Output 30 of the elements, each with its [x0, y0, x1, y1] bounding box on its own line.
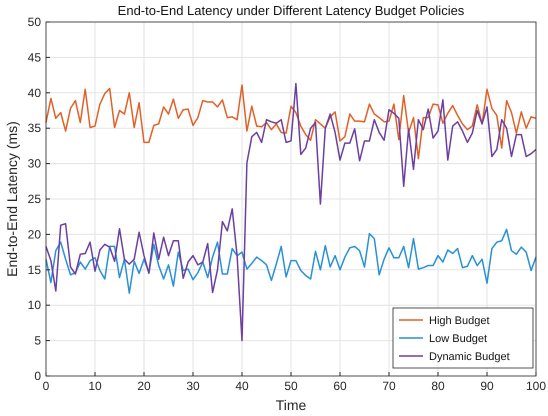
y-tick-label: 45: [28, 50, 42, 64]
y-tick-label: 0: [34, 369, 42, 383]
x-tick-label: 60: [333, 379, 347, 393]
y-tick-label: 10: [28, 298, 42, 312]
x-tick-label: 10: [88, 379, 102, 393]
y-tick-label: 15: [28, 262, 42, 277]
x-tick-label: 80: [431, 379, 445, 393]
legend-label: Dynamic Budget: [429, 351, 510, 363]
x-tick-label: 90: [480, 379, 494, 393]
y-tick-label: 35: [28, 121, 42, 136]
y-tick-label: 20: [28, 227, 42, 242]
y-tick-label: 25: [28, 192, 42, 206]
x-tick-label: 50: [284, 379, 298, 393]
x-tick-label: 40: [235, 379, 249, 393]
x-axis-title: Time: [276, 397, 307, 413]
line-series: [45, 84, 537, 160]
y-tick-label: 40: [28, 86, 42, 100]
x-tick-label: 70: [382, 379, 396, 393]
line-series: [45, 228, 537, 294]
legend-label: High Budget: [429, 315, 490, 327]
x-tick-label: 0: [42, 379, 50, 393]
y-tick-label: 30: [28, 156, 42, 171]
y-axis-title: End-to-End Latency (ms): [4, 121, 20, 277]
legend-label: Low Budget: [429, 333, 488, 345]
x-tick-label: 100: [526, 379, 546, 393]
x-tick-label: 30: [186, 379, 200, 393]
y-tick-label: 50: [28, 15, 42, 29]
x-tick-label: 20: [137, 379, 151, 393]
chart-title: End-to-End Latency under Different Latency Budget Policies: [118, 3, 465, 18]
y-tick-label: 5: [34, 334, 42, 348]
